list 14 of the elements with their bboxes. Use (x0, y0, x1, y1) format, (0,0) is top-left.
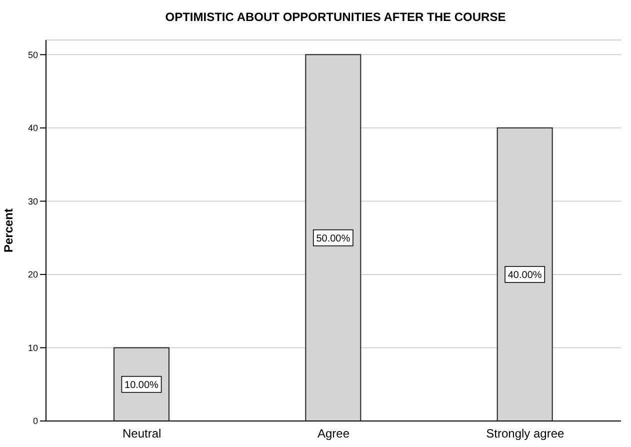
y-tick-label: 50 (28, 50, 38, 60)
x-tick-label: Neutral (122, 426, 162, 441)
data-label: 40.00% (508, 270, 542, 281)
y-tick-label: 40 (28, 123, 38, 134)
data-label: 10.00% (124, 380, 159, 391)
chart-title: OPTIMISTIC ABOUT OPPORTUNITIES AFTER THE COURSE (164, 9, 507, 26)
data-label: 50.00% (316, 233, 350, 244)
x-tick-label: Strongly agree (486, 426, 565, 441)
y-axis-title: Percent (1, 208, 16, 253)
y-tick-label: 20 (28, 270, 38, 280)
y-tick-label: 30 (28, 196, 38, 206)
x-tick-label: Agree (317, 426, 350, 441)
y-tick-label: 0 (32, 416, 38, 426)
y-tick-label: 10 (28, 342, 38, 353)
